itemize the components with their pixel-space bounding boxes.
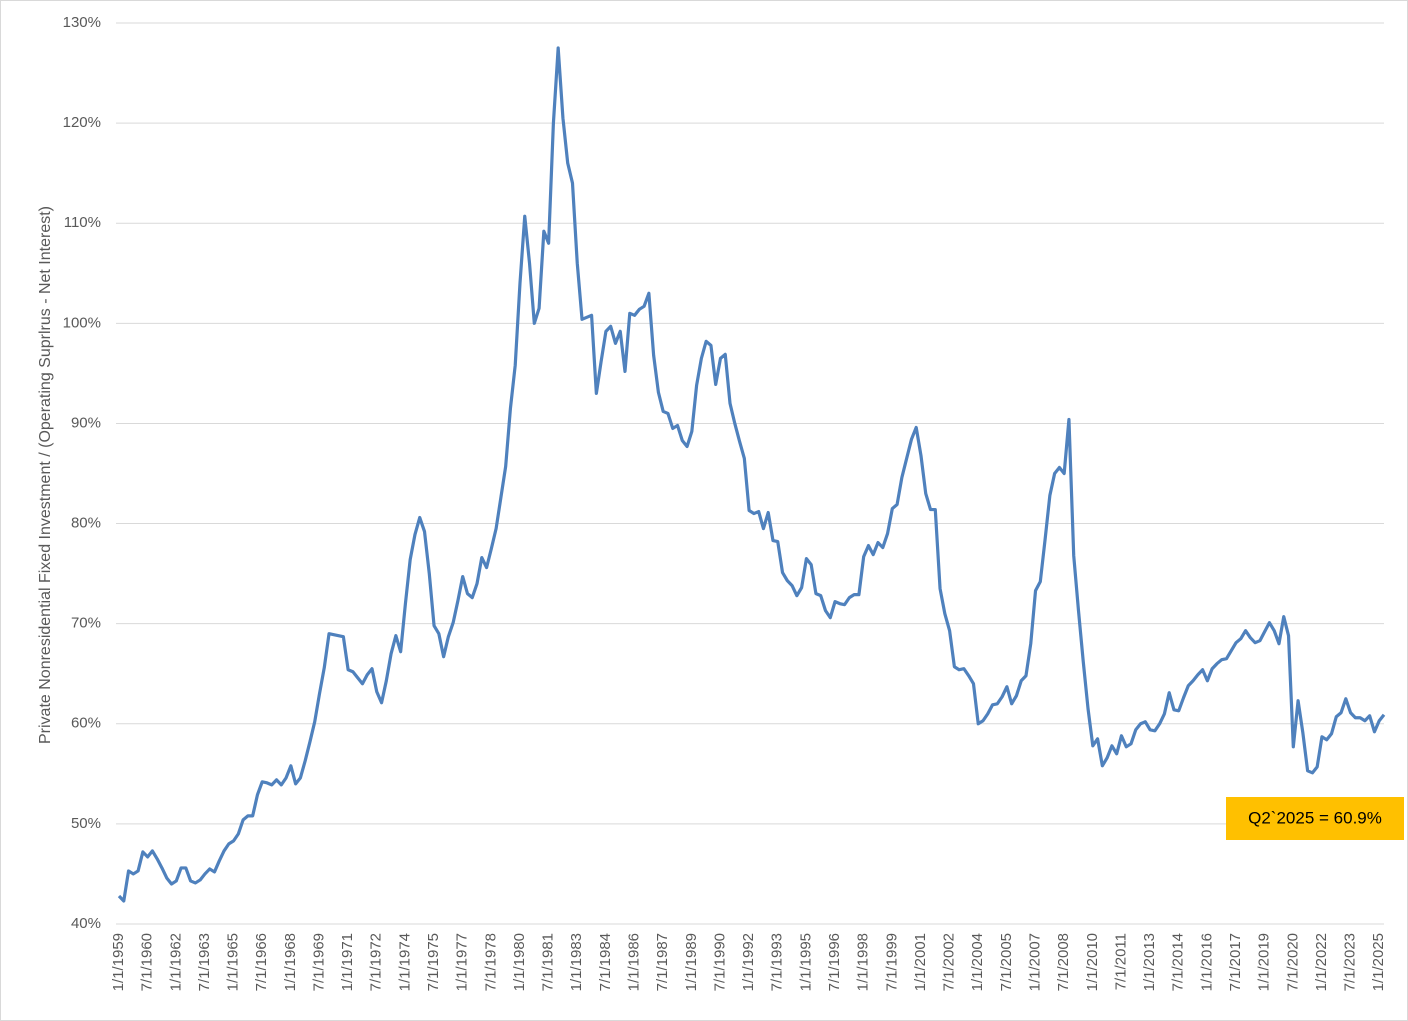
y-tick-label: 50% [71, 815, 101, 832]
y-tick-label: 40% [71, 915, 101, 932]
x-tick-label: 1/1/1974 [396, 933, 413, 991]
x-tick-label: 7/1/1999 [883, 933, 900, 991]
x-tick-label: 7/1/1978 [482, 933, 499, 991]
x-tick-label: 1/1/2025 [1370, 933, 1387, 991]
x-tick-label: 7/1/2002 [941, 933, 958, 991]
x-tick-label: 7/1/2011 [1112, 933, 1129, 990]
y-tick-label: 110% [64, 214, 101, 231]
x-tick-label: 1/1/2007 [1026, 933, 1043, 991]
x-tick-label: 7/1/2005 [998, 933, 1015, 991]
x-tick-label: 1/1/2016 [1198, 933, 1215, 991]
x-tick-label: 1/1/1968 [282, 933, 299, 991]
annotation-text: Q2`2025 = 60.9% [1248, 808, 1382, 827]
x-tick-label: 1/1/1977 [454, 933, 471, 991]
y-tick-label: 90% [71, 414, 101, 431]
x-tick-label: 1/1/1965 [225, 933, 242, 991]
series-line [117, 46, 1386, 903]
x-tick-label: 1/1/1971 [339, 933, 356, 991]
y-tick-label: 100% [63, 314, 101, 331]
x-tick-label: 1/1/1995 [797, 933, 814, 991]
y-tick-label: 120% [63, 114, 101, 131]
x-tick-label: 1/1/1983 [568, 933, 585, 991]
x-tick-label: 7/1/1972 [368, 933, 385, 991]
x-tick-label: 1/1/2013 [1141, 933, 1158, 991]
x-tick-label: 7/1/1969 [310, 933, 327, 991]
x-tick-label: 1/1/1992 [740, 933, 757, 991]
x-tick-label: 1/1/1989 [683, 933, 700, 991]
x-tick-label: 7/1/1960 [139, 933, 156, 991]
x-tick-label: 7/1/1993 [769, 933, 786, 991]
x-tick-label: 1/1/2010 [1084, 933, 1101, 991]
x-tick-label: 7/1/2008 [1055, 933, 1072, 991]
x-tick-label: 7/1/1981 [540, 933, 557, 991]
y-tick-label: 130% [63, 14, 101, 31]
x-tick-label: 1/1/1980 [511, 933, 528, 991]
x-tick-label: 1/1/2001 [912, 933, 929, 991]
x-tick-label: 7/1/2014 [1170, 933, 1187, 991]
x-tick-label: 7/1/2020 [1284, 933, 1301, 991]
x-tick-label: 7/1/1990 [711, 933, 728, 991]
y-tick-label: 60% [71, 715, 101, 732]
x-tick-label: 1/1/1959 [110, 933, 127, 991]
x-tick-label: 7/1/2017 [1227, 933, 1244, 991]
x-tick-label: 7/1/1996 [826, 933, 843, 991]
annotation-box [1226, 797, 1404, 840]
y-axis-title: Private Nonresidential Fixed Investment … [37, 206, 54, 744]
x-tick-label: 7/1/1966 [253, 933, 270, 991]
x-tick-label: 7/1/1975 [425, 933, 442, 991]
y-tick-label: 80% [71, 515, 101, 532]
x-tick-label: 1/1/1986 [626, 933, 643, 991]
y-tick-label: 70% [71, 615, 101, 632]
x-tick-label: 7/1/2023 [1342, 933, 1359, 991]
x-tick-label: 1/1/1998 [855, 933, 872, 991]
x-tick-label: 1/1/2019 [1256, 933, 1273, 991]
x-tick-label: 1/1/2004 [969, 933, 986, 991]
annotation: Q2`2025 = 60.9% [1226, 797, 1404, 840]
x-tick-label: 1/1/1962 [167, 933, 184, 991]
x-tick-label: 7/1/1987 [654, 933, 671, 991]
x-tick-label: 7/1/1963 [196, 933, 213, 991]
x-tick-label: 7/1/1984 [597, 933, 614, 991]
x-tick-label: 1/1/2022 [1313, 933, 1330, 991]
